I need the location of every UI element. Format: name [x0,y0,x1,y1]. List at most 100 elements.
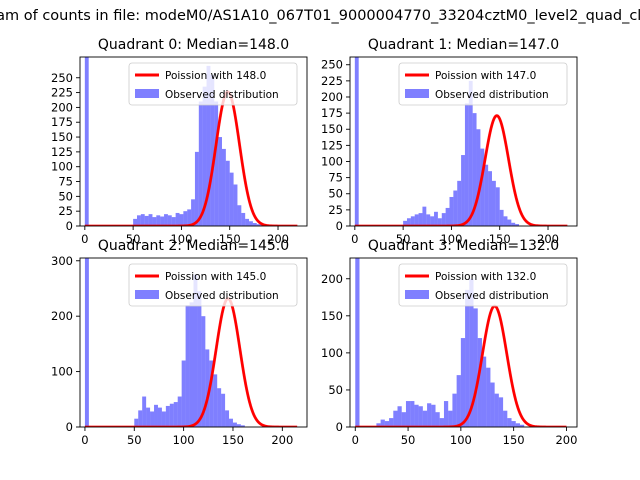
x-tick-label: 100 [450,433,472,447]
y-tick-label: 225 [51,86,73,100]
y-tick-label: 150 [321,309,343,323]
histogram-bar [187,209,192,226]
histogram-bar [503,216,508,226]
histogram-bar [133,218,137,226]
histogram-bar [202,86,207,226]
x-tick-label: 0 [352,433,359,447]
histogram-bar [410,216,415,226]
y-tick-label: 100 [51,160,73,174]
histogram-bar [422,206,427,226]
histogram-bar [169,403,174,427]
y-tick-label: 0 [336,219,343,233]
histogram-bar [418,213,423,226]
histogram-bar [240,425,245,427]
histogram-bar [217,388,222,427]
histogram-bar [232,422,237,427]
histogram-bar [146,407,151,427]
histogram-bar [515,423,520,427]
y-tick-label: 25 [328,203,343,217]
x-tick-label: 0 [351,232,358,246]
histogram-bar [511,421,516,427]
x-tick-label: 50 [396,232,411,246]
histogram-bar [175,212,180,226]
y-tick-label: 0 [336,420,343,434]
histogram-bar [205,349,210,427]
histogram-bar [197,291,202,427]
histogram-bar [439,418,444,427]
histogram-bar [414,214,419,226]
histogram-bar [210,74,215,226]
histogram-bar [148,214,153,226]
histogram-bar [410,401,415,427]
axes-frame [349,257,578,428]
histogram-bar [157,407,162,427]
y-tick-label: 200 [51,100,73,114]
histogram-bar [249,221,253,226]
legend-box [398,263,568,307]
histogram-bar [241,212,246,226]
histogram-bar [418,406,423,427]
histogram-bar [453,190,458,226]
x-tick-label: 50 [401,433,416,447]
histogram-bar [503,410,508,427]
histogram-bar [384,421,390,427]
y-tick-label: 300 [51,254,73,268]
histogram-bar [469,278,474,427]
quadrant-2-panel: 0 50 100 150 200 0 100 200 300 Poission with 145.… [51,238,308,447]
histogram-bar [229,418,233,427]
y-tick-label: 50 [58,189,73,203]
histogram-bar [177,396,182,427]
histogram-bar [495,187,500,226]
histogram-bar [218,137,222,226]
legend: Poission with 145.0 Observed distribution [128,263,298,307]
histogram-bar [256,224,261,226]
panel-title: Quadrant 3: Median=132.0 [368,238,559,254]
histogram-bar [165,405,170,427]
poisson-curve [354,114,568,226]
figure-suptitle: Histogram of counts in file: modeM0/AS1A… [0,8,640,24]
legend-observed-label: Observed distribution [435,89,549,101]
histogram-bar [486,367,491,427]
histogram-bar [206,65,211,226]
legend-poisson-label: Poission with 145.0 [165,271,266,283]
histogram-bar [403,220,407,226]
histogram-bar [252,223,257,226]
histogram-bar [236,424,241,427]
histogram-bar [134,418,139,427]
histogram-bar [435,412,440,427]
y-tick-label: 25 [58,204,73,218]
legend-observed-label: Observed distribution [165,290,279,302]
y-tick-label: 200 [51,309,73,323]
y-tick-label: 0 [66,420,73,434]
axes-frame [349,56,578,227]
histogram-bar [460,338,466,427]
plot-content [84,258,298,427]
histogram-bar [434,211,438,226]
histogram-bar [448,410,453,427]
histogram-bar [191,199,195,226]
histogram-bar [507,219,512,226]
histogram-bar [209,360,214,427]
histogram-bar [183,211,188,226]
histogram-bar [225,160,230,226]
poisson-curve [84,297,298,427]
x-tick-label: 100 [170,232,192,246]
histogram-bar [221,148,226,226]
y-tick-label: 50 [328,383,343,397]
y-tick-label: 125 [51,145,73,159]
histogram-bar [472,113,477,226]
histogram-bar [229,172,234,226]
legend-bar-swatch [405,290,429,299]
histogram-bar [179,214,184,226]
histogram-bar [456,375,461,427]
legend-observed-label: Observed distribution [435,290,549,302]
legend-box [128,263,298,307]
quadrant-panels: 0 50 100 150 2000255075100125150175200225250… [51,37,578,447]
histogram-bar [481,356,487,427]
quadrant-1-panel: 0 50 100 150 200 0 25 50 75 100 125 150 175 200 225 250… [321,37,578,246]
legend-observed-label: Observed distribution [165,89,279,101]
histogram-bar [519,424,525,427]
histogram-bar [443,401,449,427]
x-tick-label: 50 [127,433,142,447]
